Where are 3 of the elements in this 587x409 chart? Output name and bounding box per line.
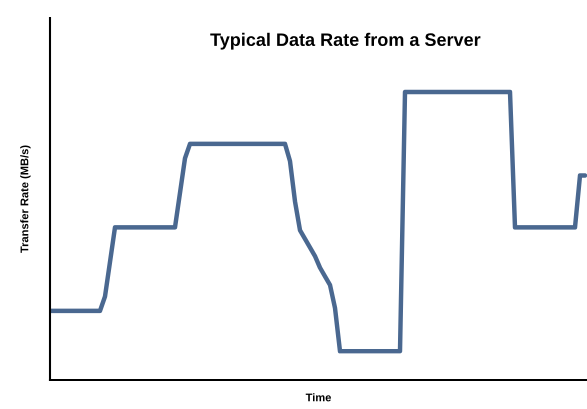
chart-title: Typical Data Rate from a Server (210, 32, 480, 50)
x-axis-title: Time (306, 393, 331, 402)
y-axis-title: Transfer Rate (MB/s) (20, 146, 31, 253)
